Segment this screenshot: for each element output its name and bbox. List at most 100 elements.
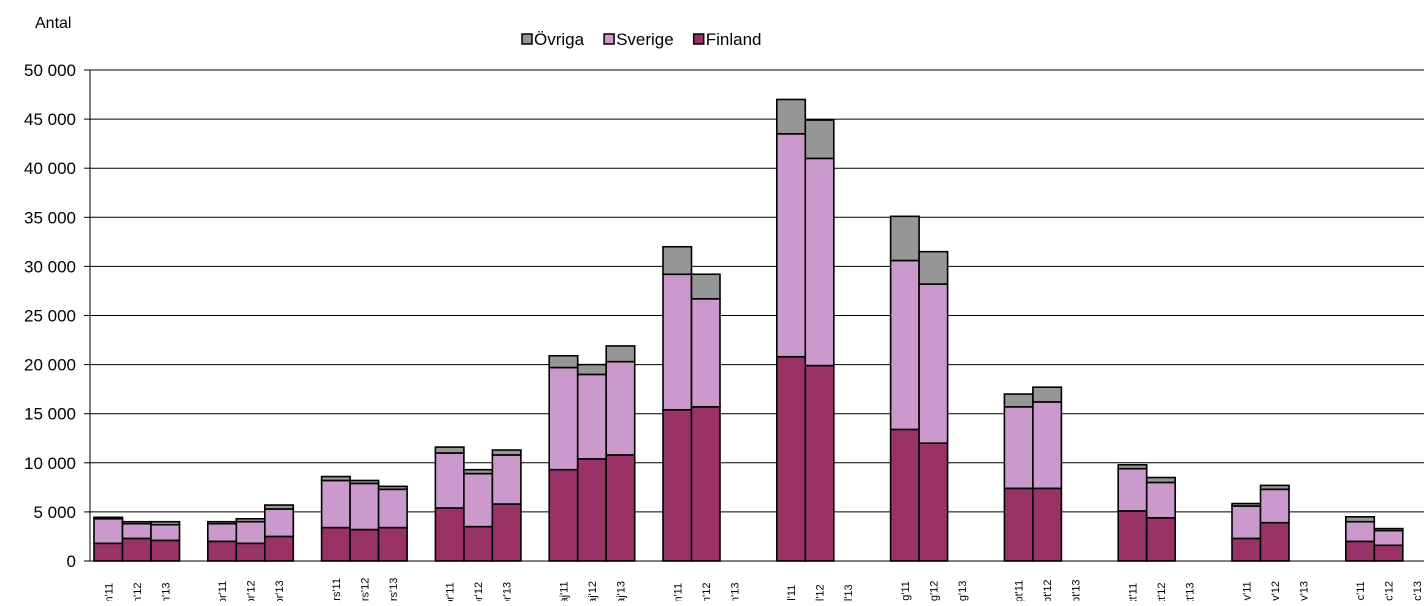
bar-ovriga [1145, 476, 1176, 484]
x-tick-label: mars'12 [359, 578, 371, 601]
x-tick-label: sept'13 [1071, 579, 1083, 601]
bar-sverige [576, 373, 608, 460]
bar-ovriga [463, 468, 494, 475]
bar-sverige [463, 472, 494, 528]
y-tick-label: 35 000 [24, 208, 76, 227]
x-tick-label: nov'11 [1241, 581, 1253, 601]
bar-ovriga [1032, 386, 1063, 403]
bar-finland [605, 454, 636, 562]
legend-label: Sverige [616, 30, 674, 49]
x-tick-label: apr'13 [502, 582, 514, 601]
bar-ovriga [662, 245, 693, 276]
bar-ovriga [263, 504, 295, 510]
x-tick-labels: jan'11 jan'12 jan'13 febr'11 febr'12 febr'13 m… [103, 578, 1424, 606]
bar-ovriga [1345, 516, 1376, 523]
x-tick-label: nov'13 [1298, 581, 1310, 601]
bar-sverige [775, 133, 807, 358]
bar-finland [150, 539, 181, 562]
bar-ovriga [804, 119, 835, 160]
bar-ovriga [491, 449, 522, 456]
bar-finland [1373, 544, 1404, 562]
bar-sverige [1231, 505, 1262, 540]
x-tick-label: okt'13 [1184, 582, 1196, 601]
bar-sverige [1373, 529, 1404, 547]
bar-finland [576, 458, 608, 562]
bar-ovriga [93, 516, 124, 520]
x-tick-label: okt'12 [1156, 582, 1168, 601]
x-tick-label: apr'12 [473, 582, 485, 601]
bar-ovriga [1259, 484, 1290, 491]
bar-finland [775, 355, 807, 562]
bar-sverige [1259, 488, 1290, 524]
y-tick-label: 45 000 [24, 110, 76, 129]
bar-finland [349, 528, 380, 562]
legend-label: Övriga [534, 30, 585, 49]
bar-sverige [349, 482, 380, 531]
y-tick-label: 50 000 [24, 61, 76, 80]
bar-sverige [235, 520, 266, 545]
x-tick-label: dec'13 [1412, 581, 1424, 601]
bar-ovriga [434, 446, 465, 454]
x-tick-label: nov'12 [1270, 581, 1282, 601]
bar-ovriga [207, 520, 238, 525]
bar-finland [491, 503, 522, 562]
bar-sverige [548, 366, 579, 471]
x-tick-label: mars'13 [388, 578, 400, 601]
bar-finland [93, 542, 124, 562]
bar-sverige [804, 157, 835, 367]
bar-ovriga [889, 215, 920, 262]
bar-finland [263, 535, 295, 562]
x-tick-label: maj'11 [558, 581, 570, 601]
bar-finland [1345, 540, 1376, 562]
bars [93, 98, 1404, 562]
x-tick-label: jul'12 [815, 584, 827, 601]
bar-sverige [690, 298, 721, 408]
bar-finland [463, 525, 494, 562]
x-tick-label: jun'11 [672, 583, 684, 601]
bar-sverige [491, 454, 522, 505]
y-tick-label: 20 000 [24, 356, 76, 375]
x-tick-label: dec'12 [1384, 581, 1396, 601]
x-tick-label: jan'11 [103, 583, 115, 601]
bar-ovriga [150, 520, 181, 526]
bar-sverige [150, 523, 181, 542]
axes [89, 70, 1424, 562]
gridlines [84, 69, 1424, 562]
x-tick-label: mars'11 [331, 578, 343, 601]
x-tick-label: jun'13 [729, 582, 741, 601]
bar-ovriga [775, 98, 807, 135]
y-tick-label: 5 000 [33, 503, 76, 522]
x-tick-label: sept'12 [1042, 579, 1054, 601]
bar-sverige [1003, 406, 1034, 490]
bar-finland [121, 537, 152, 562]
bar-finland [1259, 521, 1290, 562]
y-tick-label: 40 000 [24, 159, 76, 178]
bar-sverige [605, 360, 636, 456]
bar-finland [377, 526, 408, 562]
x-tick-label: aug'11 [900, 581, 912, 601]
y-tick-label: 25 000 [24, 307, 76, 326]
legend-swatch [692, 33, 705, 45]
bar-sverige [320, 479, 351, 529]
bar-sverige [263, 508, 295, 538]
bar-sverige [1345, 520, 1376, 543]
y-tick-label: 30 000 [24, 257, 76, 276]
bar-sverige [1117, 467, 1148, 512]
x-tick-label: febr'11 [217, 581, 229, 601]
bar-ovriga [121, 520, 152, 525]
y-tick-labels: 0 5 000 10 000 15 000 20 000 25 000 30 000 35 0… [24, 61, 76, 571]
bar-sverige [918, 283, 949, 444]
bar-sverige [434, 452, 465, 509]
x-tick-label: maj'13 [615, 581, 627, 601]
bar-sverige [1145, 481, 1176, 519]
x-tick-label: jan'12 [132, 582, 144, 601]
bar-ovriga [918, 250, 949, 285]
x-tick-label: aug'13 [957, 581, 969, 601]
bar-finland [889, 428, 920, 562]
legend: Övriga Sverige Finland [521, 30, 761, 49]
x-tick-label: aug'12 [928, 581, 940, 601]
bar-ovriga [1003, 393, 1034, 408]
bar-ovriga [576, 363, 608, 376]
y-tick-label: 15 000 [24, 405, 76, 424]
